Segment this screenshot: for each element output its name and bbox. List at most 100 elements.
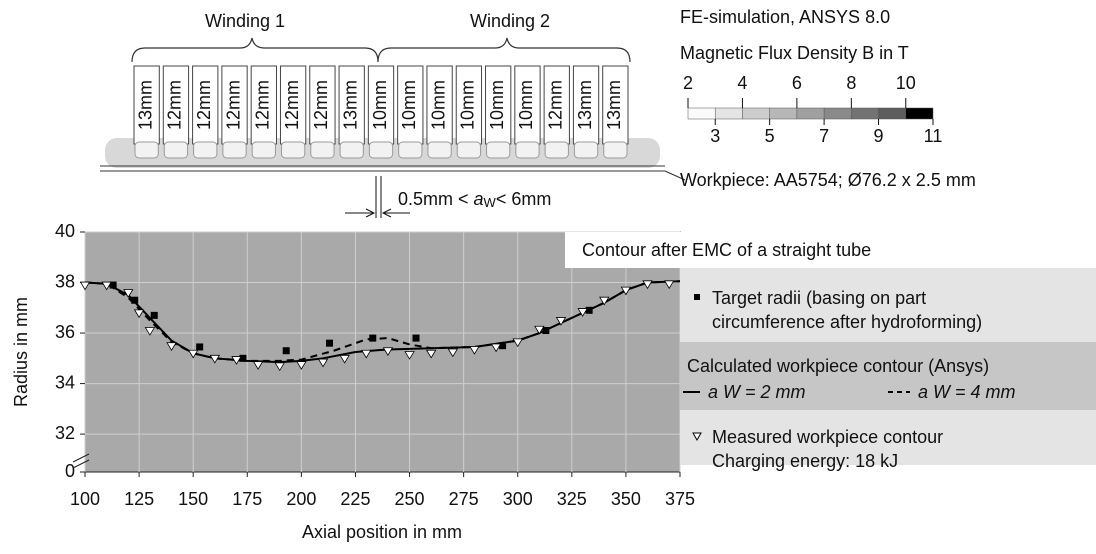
y-tick-label: 40 xyxy=(55,221,75,241)
gap-text: W xyxy=(484,195,497,210)
coil-foot xyxy=(252,142,275,158)
x-tick-label: 100 xyxy=(70,489,100,509)
x-tick-label: 125 xyxy=(124,489,154,509)
coil-foot xyxy=(164,142,187,158)
x-tick-label: 150 xyxy=(178,489,208,509)
colorbar-title: Magnetic Flux Density B in T xyxy=(680,43,909,63)
colorbar-tick-label: 4 xyxy=(737,73,747,93)
brace xyxy=(132,38,630,62)
coil-foot xyxy=(194,142,217,158)
x-tick-label: 250 xyxy=(395,489,425,509)
legend-marker xyxy=(693,433,701,440)
y-tick-label: 32 xyxy=(55,423,75,443)
colorbar-segment xyxy=(742,108,769,119)
coil-foot xyxy=(340,142,363,158)
target-point xyxy=(326,340,333,347)
colorbar-tick-label: 10 xyxy=(896,73,916,93)
coil-foot xyxy=(457,142,480,158)
colorbar: 2 4 6 8 10 3 5 7 9 11 xyxy=(683,73,942,146)
colorbar-segment xyxy=(906,108,933,119)
turn-label: 12mm xyxy=(223,80,243,130)
colorbar-tick-label: 11 xyxy=(924,126,943,146)
turn-label: 12mm xyxy=(165,80,185,130)
x-tick-label: 225 xyxy=(340,489,370,509)
coil-foot xyxy=(574,142,597,158)
legend-marker xyxy=(694,294,700,300)
turn-label: 13mm xyxy=(135,80,155,130)
figure: Winding 1 Winding 2 13mm 12mm 12mm 12mm 12mm… xyxy=(0,0,1096,549)
coil-foot xyxy=(281,142,304,158)
turn-label: 12mm xyxy=(253,80,273,130)
colorbar-segment xyxy=(688,108,715,119)
winding-label: Winding 1 xyxy=(205,11,285,31)
x-tick-label: 300 xyxy=(503,489,533,509)
target-point xyxy=(151,312,158,319)
x-tick-label: 275 xyxy=(449,489,479,509)
target-point xyxy=(196,343,203,350)
turn-label: 13mm xyxy=(575,80,595,130)
legend: Target radii (basing on part circumferen… xyxy=(680,268,1096,465)
coil-foot xyxy=(487,142,510,158)
coil-foot xyxy=(545,142,568,158)
colorbar-tick-label: 7 xyxy=(819,126,829,146)
sim-title: FE-simulation, ANSYS 8.0 xyxy=(680,7,890,27)
workpiece-label: Workpiece: AA5754; Ø76.2 x 2.5 mm xyxy=(680,170,976,190)
coil-foot xyxy=(369,142,392,158)
turn-label: 13mm xyxy=(340,80,360,130)
coil-foot xyxy=(604,142,627,158)
turn-label: 10mm xyxy=(399,80,419,130)
plot-area xyxy=(85,232,680,472)
coil-foot xyxy=(135,142,158,158)
gap-arrow xyxy=(345,209,410,217)
turn-label: 10mm xyxy=(370,80,390,130)
gap-label: 0.5mm < aW< 6mm xyxy=(398,189,551,211)
colorbar-tick-label: 8 xyxy=(846,73,856,93)
turn-label: 10mm xyxy=(458,80,478,130)
colorbar-segment xyxy=(715,108,742,119)
target-point xyxy=(413,335,420,342)
turn-label: 10mm xyxy=(516,80,536,130)
target-point xyxy=(283,347,290,354)
gap-text: a xyxy=(474,189,484,209)
x-tick-label: 200 xyxy=(286,489,316,509)
x-tick-label: 175 xyxy=(232,489,262,509)
turn-label: 12mm xyxy=(546,80,566,130)
y-tick-label: 36 xyxy=(55,322,75,342)
colorbar-tick-label: 9 xyxy=(874,126,884,146)
turn-label: 13mm xyxy=(604,80,624,130)
colorbar-segment xyxy=(824,108,851,119)
turn-label: 10mm xyxy=(428,80,448,130)
coil: 13mm 12mm 12mm 12mm 12mm 12mm 12mm 13mm 10mm 10mm… xyxy=(134,66,628,158)
x-tick-label: 325 xyxy=(557,489,587,509)
gap-text: 0.5mm < xyxy=(398,189,474,209)
y-tick-label: 38 xyxy=(55,271,75,291)
gap-text: < 6mm xyxy=(496,189,552,209)
legend-symbols xyxy=(680,268,1096,465)
colorbar-tick-label: 2 xyxy=(683,73,693,93)
turn-label: 12mm xyxy=(282,80,302,130)
coil-foot xyxy=(399,142,422,158)
turn-label: 10mm xyxy=(487,80,507,130)
colorbar-tick-label: 6 xyxy=(792,73,802,93)
x-tick-label: 350 xyxy=(611,489,641,509)
y-tick-label: 0 xyxy=(65,461,75,481)
turn-label: 12mm xyxy=(194,80,214,130)
x-axis-title: Axial position in mm xyxy=(302,522,462,542)
y-tick-label: 34 xyxy=(55,372,75,392)
coil-foot xyxy=(223,142,246,158)
coil-foot xyxy=(516,142,539,158)
colorbar-segment xyxy=(879,108,906,119)
y-axis-title: Radius in mm xyxy=(11,297,31,407)
coil-foot xyxy=(311,142,334,158)
colorbar-segment xyxy=(797,108,824,119)
colorbar-tick-label: 3 xyxy=(710,126,720,146)
colorbar-segment xyxy=(851,108,878,119)
legend-title-box: Contour after EMC of a straight tube xyxy=(565,232,1090,268)
winding-label: Winding 2 xyxy=(470,11,550,31)
x-tick-label: 375 xyxy=(665,489,695,509)
coil-foot xyxy=(428,142,451,158)
turn-label: 12mm xyxy=(311,80,331,130)
chart-title: Contour after EMC of a straight tube xyxy=(582,238,871,262)
colorbar-segment xyxy=(770,108,797,119)
colorbar-tick-label: 5 xyxy=(765,126,775,146)
